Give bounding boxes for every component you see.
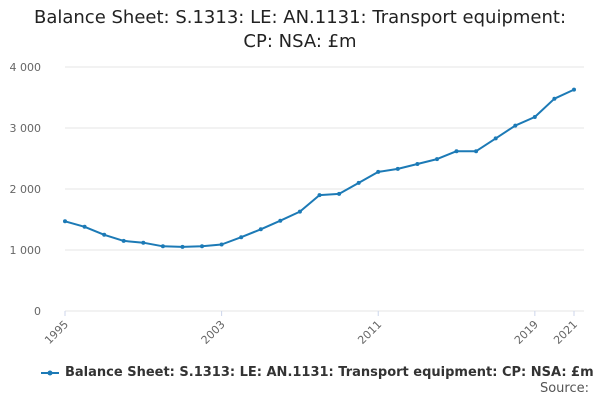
y-tick-label: 2 000 (10, 183, 42, 196)
data-point[interactable] (337, 191, 342, 196)
data-point[interactable] (493, 136, 498, 141)
data-point[interactable] (200, 244, 204, 249)
data-point[interactable] (572, 87, 576, 92)
x-tick-label: 2011 (355, 318, 384, 347)
data-point[interactable] (82, 224, 87, 229)
y-tick-label: 3 000 (10, 122, 42, 135)
data-point[interactable] (356, 180, 361, 185)
y-tick-label: 0 (34, 305, 41, 318)
chart-title: Balance Sheet: S.1313: LE: AN.1131: Tran… (0, 6, 600, 54)
data-point[interactable] (395, 166, 400, 171)
data-point[interactable] (297, 209, 302, 214)
legend-label: Balance Sheet: S.1313: LE: AN.1131: Tran… (65, 365, 594, 380)
data-point[interactable] (317, 193, 322, 198)
data-point[interactable] (121, 238, 126, 243)
x-tick-label: 1995 (42, 318, 71, 347)
chart-title-line-2: CP: NSA: £m (243, 31, 357, 52)
y-tick-label: 4 000 (10, 61, 42, 74)
x-tick-label: 2021 (551, 318, 580, 347)
data-point[interactable] (63, 219, 67, 224)
x-tick-label: 2003 (199, 318, 228, 347)
series-line[interactable] (64, 88, 575, 248)
data-point[interactable] (219, 242, 224, 247)
data-point[interactable] (258, 227, 263, 232)
data-point[interactable] (435, 157, 439, 162)
data-point[interactable] (141, 240, 146, 245)
data-point[interactable] (532, 115, 537, 119)
data-point[interactable] (102, 232, 107, 237)
source-label: Source: (539, 381, 589, 396)
data-point[interactable] (454, 149, 459, 154)
data-point[interactable] (278, 218, 283, 223)
chart-title-line-1: Balance Sheet: S.1313: LE: AN.1131: Tran… (33, 7, 567, 28)
data-point[interactable] (474, 149, 479, 154)
data-point[interactable] (376, 169, 381, 174)
x-tick-label: 2019 (512, 318, 541, 347)
data-point[interactable] (415, 162, 420, 166)
legend[interactable]: Balance Sheet: S.1313: LE: AN.1131: Tran… (40, 365, 594, 380)
data-point[interactable] (552, 96, 557, 101)
data-point[interactable] (239, 235, 244, 240)
data-point[interactable] (160, 244, 165, 249)
data-point[interactable] (513, 123, 518, 128)
legend-series-marker-icon (41, 370, 59, 375)
data-point[interactable] (180, 244, 185, 249)
y-tick-label: 1 000 (10, 244, 42, 257)
